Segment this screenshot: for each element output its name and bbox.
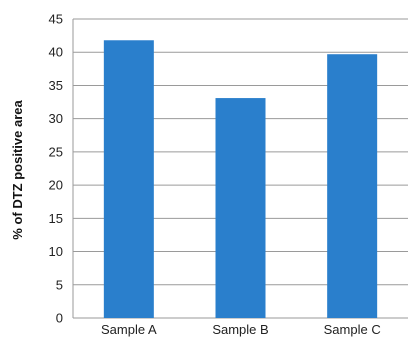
y-tick-label: 0: [56, 311, 63, 326]
x-tick-label: Sample C: [324, 322, 381, 337]
bar-sample-c: [327, 54, 378, 319]
y-tick-label: 35: [49, 78, 63, 93]
y-tick-label: 45: [49, 12, 63, 27]
y-axis-title: % of DTZ positive area: [10, 100, 25, 240]
x-tick-label: Sample B: [212, 322, 268, 337]
bar-sample-b: [215, 98, 266, 319]
y-tick-label: 10: [49, 244, 63, 259]
y-tick-label: 40: [49, 45, 63, 60]
y-tick-label: 30: [49, 111, 63, 126]
y-tick-labels: 0 5 10 15 20 25 30 35 40 45: [49, 12, 63, 326]
y-tick-label: 20: [49, 178, 63, 193]
y-tick-label: 15: [49, 211, 63, 226]
y-tick-label: 5: [56, 277, 63, 292]
bar-sample-a: [103, 40, 154, 319]
y-tick-label: 25: [49, 144, 63, 159]
bars: [103, 40, 378, 319]
x-tick-labels: Sample A Sample B Sample C: [101, 322, 381, 337]
x-tick-label: Sample A: [101, 322, 157, 337]
